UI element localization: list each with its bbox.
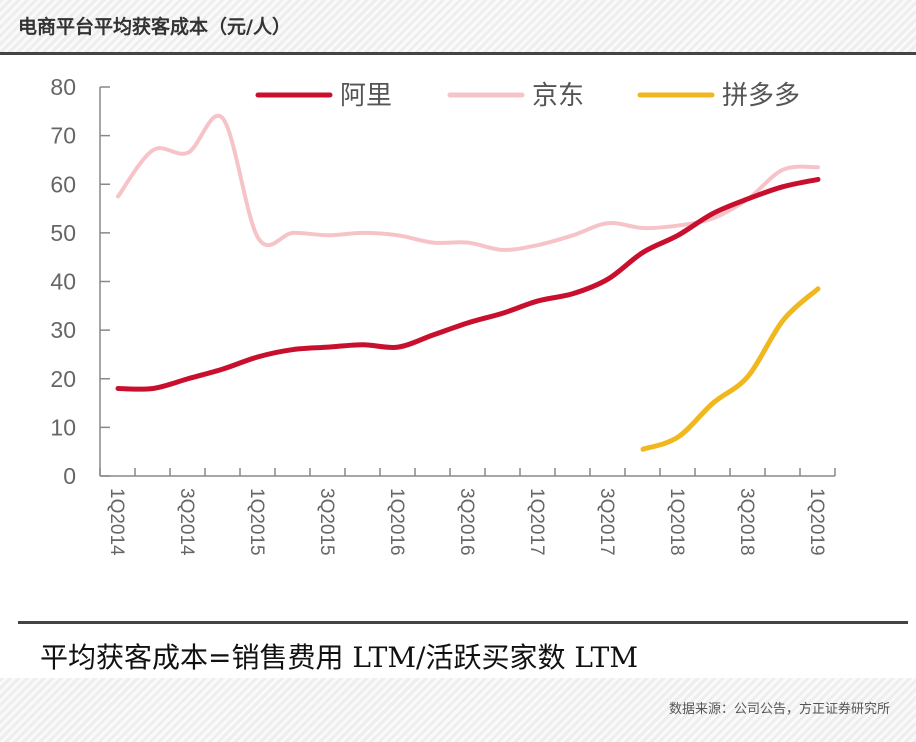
y-tick-label: 80 (50, 74, 76, 100)
y-tick-label: 0 (63, 463, 76, 489)
y-tick-label: 40 (50, 269, 76, 295)
legend-label: 京东 (532, 81, 584, 111)
formula-note: 平均获客成本=销售费用 LTM/活跃买家数 LTM (40, 641, 639, 674)
page-title: 电商平台平均获客成本（元/人） (18, 16, 291, 38)
series-line-3 (640, 286, 821, 452)
footer-band (0, 678, 916, 742)
x-tick-label: 1Q2016 (386, 488, 407, 556)
series-line-1 (115, 176, 821, 392)
x-tick-label: 3Q2016 (456, 488, 477, 556)
x-tick-label: 1Q2018 (666, 488, 687, 556)
source-note: 数据来源：公司公告，方正证券研究所 (668, 702, 890, 717)
line-chart: 0 10 20 30 40 50 60 70 80 1Q2014 3Q2014 1Q2015 3Q201… (50, 74, 836, 556)
x-tick-label: 1Q2014 (106, 488, 127, 556)
y-tick-label: 70 (50, 123, 76, 149)
legend-label: 阿里 (340, 81, 392, 111)
header-band (0, 0, 916, 52)
x-tick-label: 3Q2015 (316, 488, 337, 556)
x-tick-label: 3Q2017 (596, 488, 617, 556)
legend-label: 拼多多 (722, 81, 800, 111)
x-tick-label: 3Q2018 (736, 488, 757, 556)
series-line-2 (116, 113, 820, 252)
y-tick-label: 30 (50, 317, 76, 343)
footer-divider (18, 621, 908, 624)
x-tick-label: 1Q2019 (806, 488, 827, 556)
x-tick-label: 1Q2017 (526, 488, 547, 556)
y-tick-label: 50 (50, 220, 76, 246)
header-divider (0, 52, 916, 55)
x-tick-label: 3Q2014 (176, 488, 197, 556)
x-tick-label: 1Q2015 (246, 488, 267, 556)
y-tick-label: 10 (50, 414, 76, 440)
y-tick-label: 60 (50, 171, 76, 197)
y-tick-label: 20 (50, 366, 76, 392)
